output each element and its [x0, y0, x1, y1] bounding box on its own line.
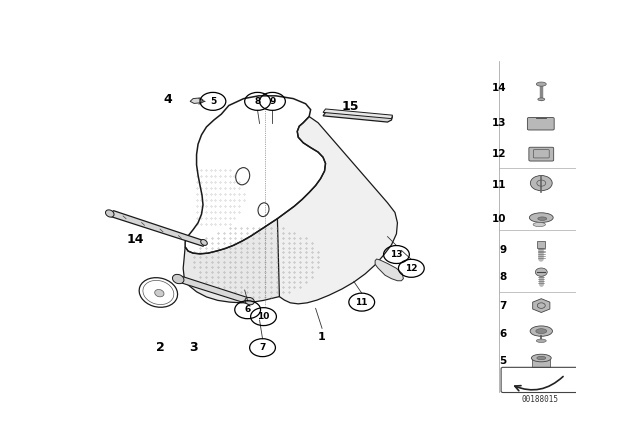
FancyBboxPatch shape: [529, 147, 554, 161]
Text: 1: 1: [318, 332, 326, 342]
Circle shape: [535, 268, 547, 276]
Polygon shape: [177, 276, 251, 304]
Text: 2: 2: [156, 341, 164, 354]
Text: 15: 15: [342, 100, 359, 113]
Ellipse shape: [531, 354, 551, 362]
Polygon shape: [190, 98, 203, 103]
Ellipse shape: [106, 210, 114, 217]
Bar: [532, 359, 550, 366]
Text: 00188015: 00188015: [522, 395, 558, 404]
Ellipse shape: [529, 213, 553, 223]
Text: 6: 6: [244, 305, 251, 314]
Text: 5: 5: [499, 357, 507, 366]
Ellipse shape: [536, 329, 547, 333]
Text: 9: 9: [499, 246, 507, 255]
Ellipse shape: [155, 289, 164, 297]
Polygon shape: [323, 109, 392, 119]
Text: 8: 8: [255, 97, 260, 106]
Text: 13: 13: [390, 250, 403, 259]
Text: 14: 14: [492, 83, 507, 93]
Text: 12: 12: [492, 149, 507, 159]
Ellipse shape: [536, 339, 547, 342]
Ellipse shape: [536, 82, 547, 86]
FancyBboxPatch shape: [527, 117, 554, 130]
Ellipse shape: [538, 217, 547, 220]
Bar: [538, 241, 545, 248]
Polygon shape: [375, 259, 403, 281]
Text: 14: 14: [127, 233, 144, 246]
Text: 7: 7: [499, 301, 507, 311]
Text: 9: 9: [269, 97, 276, 106]
Text: 4: 4: [164, 93, 173, 106]
Text: 8: 8: [499, 272, 507, 282]
Text: 7: 7: [259, 343, 266, 352]
Text: 12: 12: [405, 264, 417, 273]
Ellipse shape: [537, 356, 546, 360]
Text: 10: 10: [492, 214, 507, 224]
Text: 11: 11: [355, 297, 368, 306]
Ellipse shape: [201, 240, 207, 246]
Ellipse shape: [530, 326, 552, 336]
Ellipse shape: [245, 297, 254, 305]
Ellipse shape: [172, 274, 184, 284]
Text: 10: 10: [257, 312, 269, 321]
Text: 5: 5: [210, 97, 216, 106]
Polygon shape: [276, 116, 397, 304]
Text: 3: 3: [189, 341, 197, 354]
Text: 13: 13: [492, 118, 507, 128]
Text: 11: 11: [492, 180, 507, 190]
Polygon shape: [183, 219, 280, 303]
Text: 6: 6: [499, 329, 507, 339]
Polygon shape: [323, 111, 392, 122]
Polygon shape: [109, 211, 205, 246]
Ellipse shape: [538, 98, 545, 101]
Ellipse shape: [533, 223, 545, 227]
Circle shape: [531, 176, 552, 191]
